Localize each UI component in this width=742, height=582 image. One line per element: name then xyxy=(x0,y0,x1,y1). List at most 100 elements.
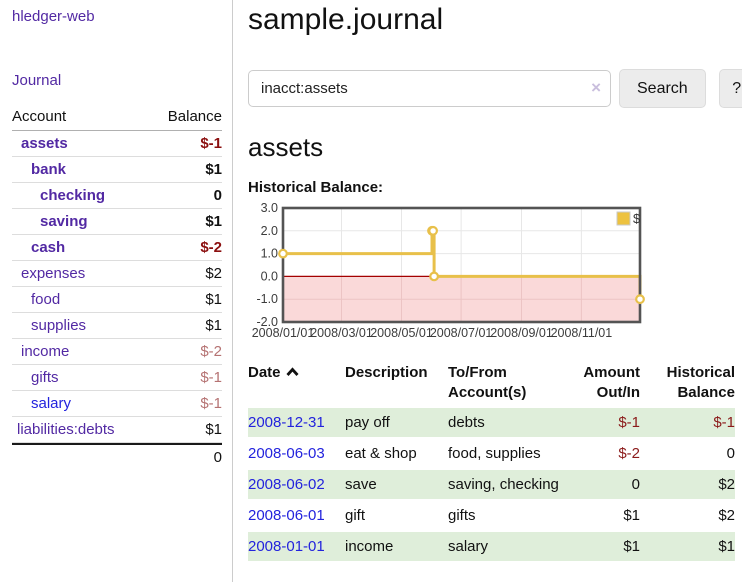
transaction-date-link[interactable]: 2008-06-02 xyxy=(248,475,325,493)
register-row: 2008-01-01 income salary $1 $1 xyxy=(248,531,735,561)
account-balance: $1 xyxy=(205,317,222,334)
account-link-cash[interactable]: cash xyxy=(31,239,66,256)
column-header-amount: Amount Out/In xyxy=(583,364,640,402)
transaction-amount: $1 xyxy=(623,506,640,524)
balance-series-markers xyxy=(278,225,645,305)
account-link-expenses[interactable]: expenses xyxy=(21,265,86,282)
accounts-total-value: 0 xyxy=(213,449,222,466)
column-header-date[interactable]: Date xyxy=(248,361,345,406)
register-row: 2008-12-31 pay off debts $-1 $-1 xyxy=(248,407,735,437)
app-title-link[interactable]: hledger-web xyxy=(12,8,95,25)
accounts-table: Account Balance assets $-1 bank $1 check… xyxy=(12,106,222,470)
y-tick: 0.0 xyxy=(261,269,278,283)
transaction-date-link[interactable]: 2008-06-03 xyxy=(248,444,325,462)
account-link-food[interactable]: food xyxy=(31,291,61,308)
account-row-checking: checking 0 xyxy=(12,183,222,209)
transaction-description: income xyxy=(345,531,448,561)
y-tick: 2.0 xyxy=(261,224,278,238)
account-row-food: food $1 xyxy=(12,287,222,313)
x-tick: 2008/05/01 xyxy=(370,326,433,340)
register-table: Date Description To/From Account(s) Amou… xyxy=(248,359,735,563)
chart-title: Historical Balance: xyxy=(248,179,384,196)
transaction-accounts: food, supplies xyxy=(448,444,541,462)
account-balance: $2 xyxy=(205,265,222,282)
account-row-gifts: gifts $-1 xyxy=(12,365,222,391)
column-header-accounts: To/From Account(s) xyxy=(448,364,527,402)
sidebar-item-journal[interactable]: Journal xyxy=(12,72,62,89)
page-title: sample.journal xyxy=(248,3,444,36)
account-link-checking[interactable]: checking xyxy=(40,187,106,204)
sort-ascending-icon xyxy=(285,363,299,383)
transaction-accounts: salary xyxy=(448,531,560,561)
clear-search-icon[interactable]: × xyxy=(591,78,601,97)
account-balance: $1 xyxy=(205,421,222,438)
transaction-amount: $-2 xyxy=(618,444,640,462)
account-link-supplies[interactable]: supplies xyxy=(31,317,87,334)
x-tick: 2008/01/01 xyxy=(252,326,315,340)
account-balance: $-1 xyxy=(200,135,222,152)
transaction-description: save xyxy=(345,469,448,499)
search-form: × Search ? xyxy=(248,69,742,108)
accounts-total-row: 0 xyxy=(12,443,222,470)
transaction-accounts: debts xyxy=(448,407,560,437)
account-link-salary[interactable]: salary xyxy=(31,395,72,412)
transaction-description: gift xyxy=(345,506,366,524)
transaction-balance: $2 xyxy=(718,506,735,524)
account-heading: assets xyxy=(248,132,324,162)
account-link-assets[interactable]: assets xyxy=(21,135,68,152)
transaction-accounts: gifts xyxy=(448,506,476,524)
y-axis-labels: 3.0 2.0 1.0 0.0 -1.0 -2.0 xyxy=(256,201,278,329)
transaction-amount: $-1 xyxy=(560,407,640,437)
column-header-description: Description xyxy=(345,364,428,381)
search-input[interactable] xyxy=(248,70,611,107)
account-row-supplies: supplies $1 xyxy=(12,313,222,339)
transaction-date-link[interactable]: 2008-06-01 xyxy=(248,506,325,524)
account-balance: $-1 xyxy=(200,369,222,386)
account-row-saving: saving $1 xyxy=(12,209,222,235)
search-button[interactable]: Search xyxy=(619,69,706,108)
register-header-row: Date Description To/From Account(s) Amou… xyxy=(248,361,735,406)
account-balance: $1 xyxy=(205,161,222,178)
account-link-bank[interactable]: bank xyxy=(31,161,67,178)
account-balance: $-2 xyxy=(200,239,222,256)
account-balance: $1 xyxy=(205,291,222,308)
account-link-saving[interactable]: saving xyxy=(40,213,88,230)
y-tick: -1.0 xyxy=(256,292,278,306)
x-axis-labels: 2008/01/01 2008/03/01 2008/05/01 2008/07… xyxy=(252,326,613,340)
transaction-balance: $2 xyxy=(640,469,735,499)
accounts-table-header: Account Balance xyxy=(12,106,222,131)
register-row: 2008-06-01 gift gifts $1 $2 xyxy=(248,501,735,530)
y-tick: -2.0 xyxy=(256,315,278,329)
transaction-description: pay off xyxy=(345,407,448,437)
chart-vertical-gridlines xyxy=(341,208,582,277)
account-balance: $-2 xyxy=(200,343,222,360)
account-row-assets: assets $-1 xyxy=(12,131,222,157)
main-content: sample.journal × Search ? assets Histori… xyxy=(233,0,742,582)
transaction-date-link[interactable]: 2008-01-01 xyxy=(248,537,325,555)
account-link-gifts[interactable]: gifts xyxy=(31,369,59,386)
transaction-date-link[interactable]: 2008-12-31 xyxy=(248,413,325,431)
chart-canvas: $ 3.0 2.0 1.0 0.0 -1.0 -2.0 2008/01/01 2… xyxy=(252,201,645,340)
account-balance: 0 xyxy=(213,187,222,204)
account-row-cash: cash $-2 xyxy=(12,235,222,261)
account-row-liabilities-debts: liabilities:debts $1 xyxy=(12,417,222,443)
y-tick: 1.0 xyxy=(261,247,278,261)
x-tick: 2008/07/01 xyxy=(430,326,493,340)
transaction-balance: 0 xyxy=(726,444,735,462)
x-tick: 2008/11/01 xyxy=(551,326,613,340)
transaction-amount: $1 xyxy=(560,531,640,561)
account-link-liabilities-debts[interactable]: liabilities:debts xyxy=(17,421,115,438)
x-tick: 2008/03/01 xyxy=(310,326,373,340)
transaction-amount: 0 xyxy=(560,469,640,499)
historical-balance-chart: $ 3.0 2.0 1.0 0.0 -1.0 -2.0 2008/01/01 2… xyxy=(248,200,742,347)
transaction-balance: $-1 xyxy=(640,407,735,437)
account-row-expenses: expenses $2 xyxy=(12,261,222,287)
chart-plot-border xyxy=(281,206,642,324)
account-row-bank: bank $1 xyxy=(12,157,222,183)
account-row-salary: salary $-1 xyxy=(12,391,222,417)
help-button[interactable]: ? xyxy=(718,69,742,108)
sidebar: hledger-web Journal Account Balance asse… xyxy=(0,0,233,582)
account-link-income[interactable]: income xyxy=(21,343,70,360)
transaction-description: eat & shop xyxy=(345,444,417,462)
register-row: 2008-06-03 eat & shop food, supplies $-2… xyxy=(248,439,735,468)
